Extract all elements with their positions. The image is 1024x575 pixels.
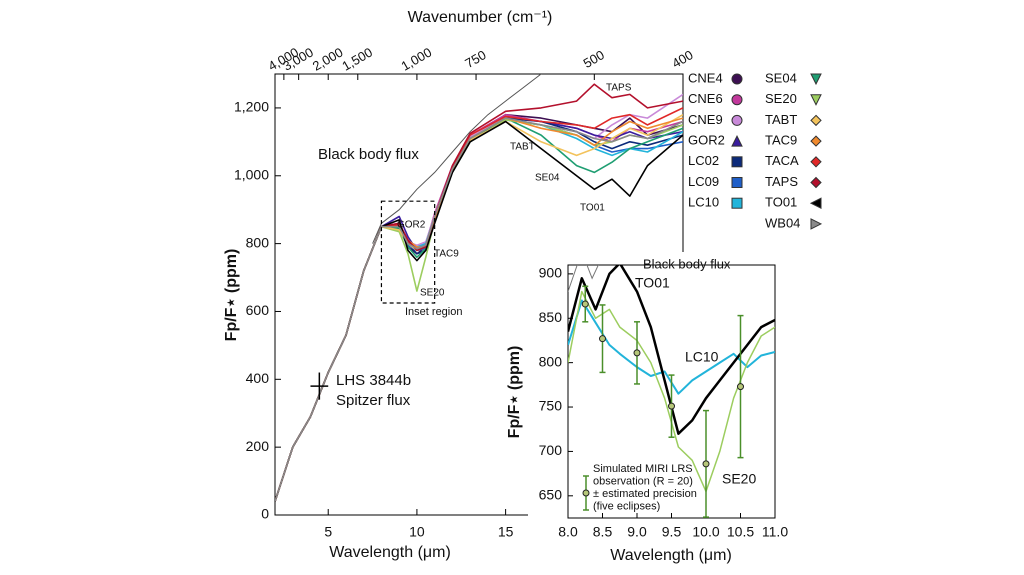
x2-axis-label: Wavenumber (cm⁻¹) xyxy=(408,9,553,26)
x2-tick-label: 750 xyxy=(462,47,488,71)
spitzer-label: Spitzer flux xyxy=(336,392,411,409)
legend-label: TAPS xyxy=(765,174,798,189)
legend-label: TO01 xyxy=(765,195,797,210)
y-tick-label: 700 xyxy=(539,442,563,458)
x-tick-label: 5 xyxy=(324,524,332,540)
x-tick-label: 10 xyxy=(409,524,425,540)
observation-point xyxy=(702,460,710,468)
y-tick-label: 900 xyxy=(539,265,563,281)
legend-marker xyxy=(810,156,822,168)
y-axis-label: Fp/F⋆ (ppm) xyxy=(223,249,240,342)
observation-label: (five eclipses) xyxy=(593,500,660,512)
series-annotation: TO01 xyxy=(580,203,605,214)
series-annotation: SE20 xyxy=(420,288,445,299)
x-tick-label: 15 xyxy=(498,524,514,540)
legend-label: CNE4 xyxy=(688,70,723,85)
legend-marker xyxy=(810,94,822,106)
legend-label: LC10 xyxy=(688,195,719,210)
legend-marker xyxy=(731,156,743,168)
series-annotation: SE04 xyxy=(535,173,560,184)
legend-marker xyxy=(810,114,822,127)
x-tick-label: 9.5 xyxy=(662,524,682,540)
key-point xyxy=(582,489,590,497)
inset-region-box xyxy=(380,200,436,304)
series-annotation: TAPS xyxy=(606,83,632,94)
legend-label: TAC9 xyxy=(765,133,797,148)
legend-label: LC02 xyxy=(688,153,719,168)
series-annotation: TAC9 xyxy=(434,249,459,260)
black-body-label: Black body flux xyxy=(643,256,731,271)
y-tick-label: 850 xyxy=(539,309,563,325)
black-body-line xyxy=(372,74,542,244)
spitzer-label: LHS 3844b xyxy=(336,372,411,389)
y-tick-label: 400 xyxy=(246,370,270,386)
x2-tick-label: 2,000 xyxy=(310,44,346,73)
legend-marker xyxy=(731,177,743,188)
observation-label: observation (R = 20) xyxy=(593,475,693,487)
plot-area xyxy=(275,74,683,502)
inset-background xyxy=(528,252,798,575)
x2-tick-label: 1,000 xyxy=(399,44,435,73)
x-axis-label: Wavelength (μm) xyxy=(329,544,451,561)
observation-point xyxy=(633,349,641,357)
y-tick-label: 800 xyxy=(246,234,270,250)
series-annotation: GOR2 xyxy=(397,220,426,231)
legend-label: SE04 xyxy=(765,70,797,85)
legend-marker xyxy=(731,197,743,209)
x-tick-label: 8.0 xyxy=(558,524,578,540)
x2-tick-label: 500 xyxy=(581,47,607,71)
black-body-line xyxy=(568,265,599,292)
legend-marker xyxy=(809,197,822,210)
legend-marker xyxy=(810,135,822,147)
legend-marker xyxy=(810,218,823,230)
series-annotation: LC10 xyxy=(685,349,719,365)
black-body-label: Black body flux xyxy=(318,146,419,163)
x-tick-label: 10.5 xyxy=(727,524,754,540)
observation-point xyxy=(668,402,675,410)
y-tick-label: 800 xyxy=(539,353,563,369)
legend-label: LC09 xyxy=(688,174,719,189)
legend-marker xyxy=(810,73,822,86)
legend-label: TACA xyxy=(765,153,799,168)
x-axis-label: Wavelength (μm) xyxy=(610,547,732,564)
observation-point xyxy=(581,300,589,308)
y-tick-label: 1,200 xyxy=(234,99,269,115)
series-annotation: SE20 xyxy=(722,471,756,487)
observation-label: Simulated MIRI LRS xyxy=(593,463,693,475)
x2-tick-label: 1,500 xyxy=(339,44,375,73)
series-annotation: TO01 xyxy=(635,275,670,291)
legend-label: TABT xyxy=(765,112,797,127)
legend-label: CNE6 xyxy=(688,91,723,106)
legend-marker xyxy=(731,73,743,85)
x-tick-label: 8.5 xyxy=(593,524,613,540)
inset-region-label: Inset region xyxy=(405,306,462,318)
observation-point xyxy=(599,335,606,343)
observation-point xyxy=(737,383,744,391)
x-tick-label: 9.0 xyxy=(627,524,647,540)
y-tick-label: 650 xyxy=(539,487,563,503)
legend-marker xyxy=(731,114,743,126)
observation-label: ± estimated precision xyxy=(593,488,697,500)
y-axis-label: Fp/F⋆ (ppm) xyxy=(506,346,523,439)
legend-label: SE20 xyxy=(765,91,797,106)
legend-marker xyxy=(731,134,743,147)
x-tick-label: 11.0 xyxy=(762,524,788,540)
legend-label: WB04 xyxy=(765,215,800,230)
series-annotation: TABT xyxy=(510,142,535,153)
y-tick-label: 200 xyxy=(246,438,270,454)
x2-tick-label: 400 xyxy=(669,47,695,71)
x-tick-label: 10.0 xyxy=(692,524,719,540)
legend-marker xyxy=(810,176,822,189)
inset-plot-area xyxy=(568,265,775,518)
spectrum-line xyxy=(275,117,683,502)
y-tick-label: 750 xyxy=(539,398,563,414)
legend-marker xyxy=(731,94,743,106)
y-tick-label: 1,000 xyxy=(234,166,269,182)
y-tick-label: 0 xyxy=(261,506,269,522)
legend-label: GOR2 xyxy=(688,133,725,148)
legend-label: CNE9 xyxy=(688,112,723,127)
y-tick-label: 600 xyxy=(246,302,270,318)
